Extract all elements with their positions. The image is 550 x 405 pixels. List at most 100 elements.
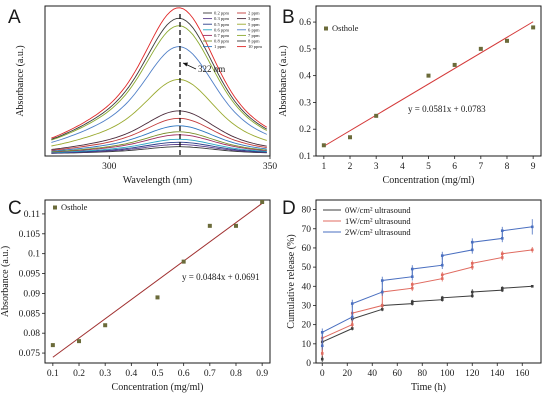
x-tick-label: 60 xyxy=(393,369,403,379)
data-point xyxy=(440,277,444,280)
y-axis-title: Absorbance (a.u.) xyxy=(278,45,289,116)
panel-d-plot-area: 0 20 40 60 80 100 120 140 160 0 10 20 30 40 50 60 70 80 Ti… xyxy=(286,205,534,393)
fit-line xyxy=(52,202,263,358)
x-tick-label: 0.8 xyxy=(230,369,242,379)
legend-entry: Osthole xyxy=(61,202,88,212)
x-tick-label: 20 xyxy=(343,369,353,379)
x-tick-label: 2 xyxy=(348,162,353,172)
legend-entry: 1 ppm xyxy=(214,44,226,49)
y-tick-label: 40 xyxy=(302,282,312,292)
data-point xyxy=(260,199,265,204)
legend-entry: 0.5 ppm xyxy=(214,22,229,27)
panel-c-calibration-chart: C 0.1 0.2 0.3 0.4 0.5 0.6 0.7 0.8 0.90.0750.080.… xyxy=(0,198,271,393)
data-point xyxy=(440,273,444,277)
series-line xyxy=(321,285,533,360)
y-tick-label: 0.2 xyxy=(299,125,311,135)
panel-b-plot-area: 1 2 3 4 5 6 7 8 9 0.1 0.2 0.3 0.4 0.5 0.6 Concentration… xyxy=(278,18,536,186)
legend-entry: 2W/cm² ultrasound xyxy=(345,227,411,237)
data-point xyxy=(452,62,457,67)
spectrum-line xyxy=(51,131,267,153)
data-point xyxy=(440,254,444,257)
legend-entry: 0.2 ppm xyxy=(214,11,229,16)
data-point xyxy=(500,237,504,240)
panel-a-spectra-chart: A 300 350 Wavelength (nm) Absorbance (a.u.)… xyxy=(8,5,278,186)
data-point xyxy=(320,331,324,334)
legend-entry: 10 ppm xyxy=(248,44,262,49)
data-point xyxy=(320,352,324,355)
y-tick-label: 0.1 xyxy=(299,152,311,162)
data-point xyxy=(500,252,504,255)
y-tick-label: 30 xyxy=(302,301,312,311)
y-tick-label: 20 xyxy=(302,321,312,331)
x-tick-label: 0.9 xyxy=(256,369,268,379)
legend-entry: 8 ppm xyxy=(248,39,260,44)
legend-entry: Osthole xyxy=(332,23,359,33)
spectrum-line xyxy=(51,117,267,151)
y-tick-label: 0.095 xyxy=(19,270,41,280)
data-point xyxy=(380,308,384,311)
data-point xyxy=(103,323,108,328)
data-point xyxy=(500,229,504,232)
data-point xyxy=(500,286,504,290)
spectrum-line xyxy=(51,146,267,154)
panel-letter-d: D xyxy=(282,198,296,219)
y-tick-label: 0.5 xyxy=(299,45,311,55)
spectrum-line xyxy=(51,144,267,154)
x-tick-label: 350 xyxy=(263,162,278,172)
data-point xyxy=(320,357,324,361)
data-point xyxy=(440,263,444,267)
panel-letter-b: B xyxy=(282,7,295,28)
x-tick-label: 9 xyxy=(531,162,536,172)
x-tick-label: 0.2 xyxy=(73,369,85,379)
x-tick-label: 100 xyxy=(440,369,455,379)
spectrum-line xyxy=(51,79,267,147)
annotation-arrowhead xyxy=(183,62,188,67)
legend-entry: 6 ppm xyxy=(248,27,260,32)
data-point xyxy=(77,339,82,344)
y-tick-label: 60 xyxy=(302,244,312,254)
series-line xyxy=(321,249,533,354)
x-tick-label: 6 xyxy=(452,162,457,172)
x-tick-label: 0 xyxy=(320,369,325,379)
data-point xyxy=(380,290,384,294)
data-point xyxy=(410,275,414,279)
data-point xyxy=(350,302,354,305)
y-tick-label: 0.3 xyxy=(299,98,311,108)
legend-entry: 0.3 ppm xyxy=(214,16,229,21)
data-point xyxy=(321,143,326,148)
panel-d-release-chart: D 0 20 40 60 80 100 120 140 160 0 10 20 30 40 50 60 70 80… xyxy=(282,198,542,393)
panel-letter-a: A xyxy=(8,7,21,28)
x-tick-label: 0.4 xyxy=(125,369,137,379)
peak-annotation: 322 nm xyxy=(198,64,225,74)
y-tick-label: 0.1 xyxy=(28,250,40,260)
spectrum-line xyxy=(51,25,268,141)
x-tick-label: 0.5 xyxy=(152,369,164,379)
y-axis-title: Absorbance (a.u.) xyxy=(0,246,11,317)
x-tick-label: 120 xyxy=(465,369,480,379)
x-tick-label: 0.3 xyxy=(99,369,111,379)
data-point xyxy=(500,256,504,259)
x-axis-title: Wavelength (nm) xyxy=(123,175,192,186)
y-tick-label: 10 xyxy=(302,340,312,350)
y-tick-label: 80 xyxy=(302,206,312,216)
data-point xyxy=(470,294,474,298)
x-tick-label: 7 xyxy=(478,162,483,172)
y-tick-label: 0.075 xyxy=(19,349,41,359)
y-tick-label: 0.105 xyxy=(19,230,41,240)
data-point xyxy=(478,46,483,51)
x-tick-label: 300 xyxy=(102,162,117,172)
data-point xyxy=(410,286,414,290)
data-point xyxy=(410,267,414,271)
series-line xyxy=(321,226,533,346)
y-tick-label: 70 xyxy=(302,225,312,235)
y-axis-title: Absorbance (a.u.) xyxy=(15,45,26,116)
data-point xyxy=(530,248,534,252)
data-point xyxy=(374,113,379,118)
data-point xyxy=(426,73,431,78)
panel-letter-c: C xyxy=(8,198,22,219)
legend-entry: 0.8 ppm xyxy=(214,39,229,44)
y-axis-title: Cumulative release (%) xyxy=(286,234,297,328)
legend-entry: 3 ppm xyxy=(248,16,260,21)
legend-swatch xyxy=(324,26,328,31)
data-point xyxy=(350,323,354,326)
